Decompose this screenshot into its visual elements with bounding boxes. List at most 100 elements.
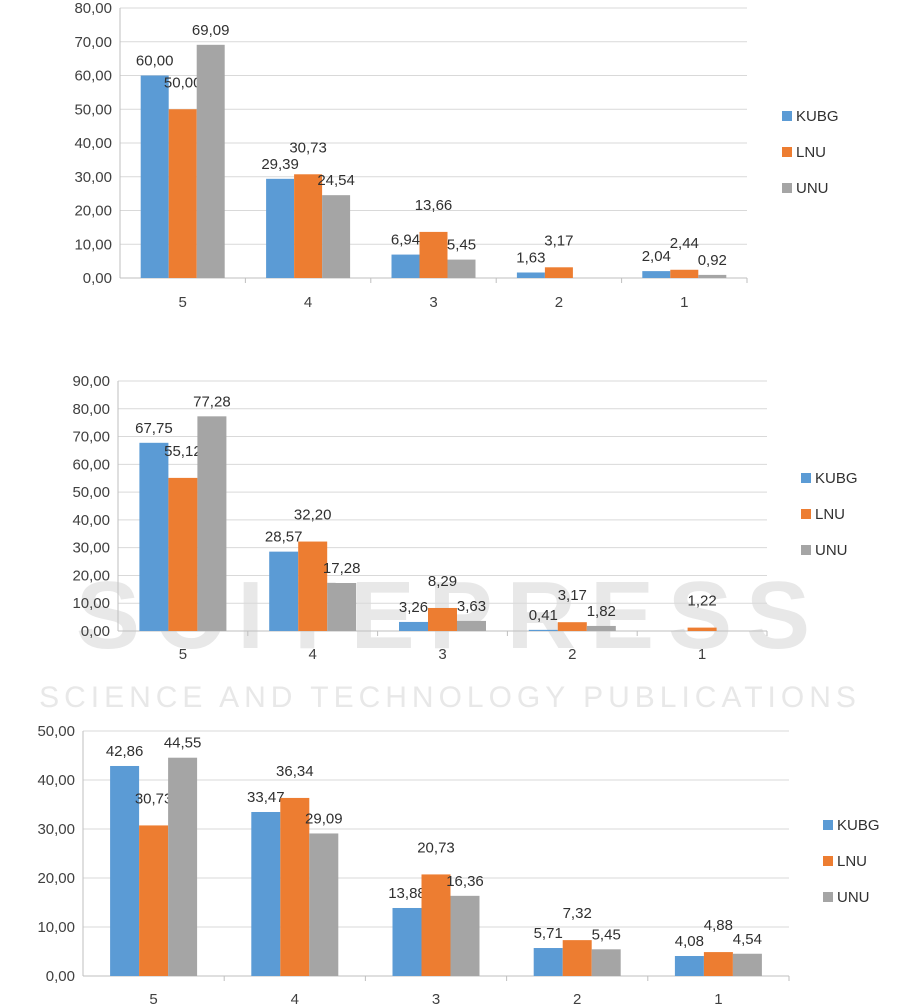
legend-label: UNU [837,889,870,906]
data-label: 60,00 [136,53,174,70]
bar [698,274,727,278]
x-tick-label: 4 [304,294,312,311]
legend-label: LNU [796,144,826,161]
data-label: 17,28 [323,560,361,577]
y-tick-label: 10,00 [74,236,112,253]
bar [392,907,422,976]
y-tick-label: 80,00 [72,401,110,418]
data-label: 69,09 [192,22,230,39]
legend-swatch [782,183,792,193]
legend-swatch [801,473,811,483]
x-tick-label: 3 [432,991,440,1007]
y-tick-label: 40,00 [37,772,75,789]
data-label: 55,12 [164,443,202,460]
data-label: 0,41 [529,607,558,624]
data-label: 32,20 [294,507,332,524]
y-tick-label: 30,00 [74,169,112,186]
legend-label: UNU [815,542,848,559]
bar [674,956,704,976]
legend-swatch [801,509,811,519]
y-tick-label: 70,00 [72,429,110,446]
legend-label: KUBG [815,470,858,487]
legend-label: UNU [796,180,829,197]
bar [687,627,717,631]
data-label: 5,45 [592,926,621,943]
y-tick-label: 40,00 [72,512,110,529]
bar [280,797,310,976]
x-tick-label: 3 [438,646,446,663]
y-tick-label: 20,00 [72,567,110,584]
bar [528,629,558,631]
bar [516,272,545,278]
data-label: 67,75 [135,420,173,437]
data-label: 13,66 [415,197,453,214]
y-tick-label: 60,00 [72,456,110,473]
bar [732,953,762,976]
data-label: 77,28 [193,393,231,410]
data-label: 30,73 [289,139,327,156]
bar [670,269,699,278]
bar [309,833,339,976]
y-tick-label: 30,00 [37,821,75,838]
bar [110,765,140,976]
x-tick-label: 2 [573,991,581,1007]
data-label: 42,86 [106,743,144,760]
watermark-subtext: SCIENCE AND TECHNOLOGY PUBLICATIONS [39,681,861,714]
data-label: 4,08 [675,933,704,950]
legend-swatch [823,892,833,902]
chart-3: 0,00 10,00 20,00 30,00 40,00 50,00 5 42,86 30,73… [37,723,879,1007]
data-label: 33,47 [247,789,285,806]
bar [557,622,587,631]
data-label: 13,88 [388,885,426,902]
legend-label: LNU [815,506,845,523]
bar [139,825,169,976]
data-label: 5,45 [447,237,476,254]
y-tick-label: 70,00 [74,34,112,51]
x-tick-label: 1 [698,646,706,663]
bar [447,259,476,278]
bar [450,895,480,976]
bar [419,231,448,278]
y-tick-label: 10,00 [72,595,110,612]
data-label: 6,94 [391,232,420,249]
legend-swatch [823,856,833,866]
bar [168,757,198,976]
legend-label: LNU [837,853,867,870]
chart-1: 0,00 10,00 20,00 30,00 40,00 50,00 60,00 70,00 8… [74,0,838,311]
x-tick-label: 3 [429,294,437,311]
data-label: 8,29 [428,573,457,590]
x-tick-label: 2 [568,646,576,663]
data-label: 29,39 [261,156,299,173]
bar [139,442,169,631]
data-label: 3,17 [544,232,573,249]
chart-2: 0,00 10,00 20,00 30,00 40,00 50,00 60,00 70,00 8… [72,373,857,663]
data-label: 24,54 [317,172,355,189]
data-label: 1,82 [587,603,616,620]
data-label: 3,63 [457,598,486,615]
data-label: 3,26 [399,599,428,616]
y-tick-label: 20,00 [37,870,75,887]
x-tick-label: 4 [309,646,317,663]
bar [140,75,169,278]
x-tick-label: 1 [714,991,722,1007]
bar [298,541,328,631]
x-tick-label: 1 [680,294,688,311]
bar [251,811,281,976]
legend-swatch [823,820,833,830]
bar [533,948,563,976]
x-tick-label: 2 [555,294,563,311]
legend-swatch [782,147,792,157]
y-tick-label: 0,00 [46,968,75,985]
bar [294,174,323,278]
data-label: 4,54 [733,931,762,948]
y-tick-label: 40,00 [74,135,112,152]
x-tick-label: 5 [179,646,187,663]
y-tick-label: 90,00 [72,373,110,390]
bar [168,109,197,278]
bar [457,620,486,631]
data-label: 28,57 [265,529,303,546]
bar [428,607,457,631]
bar [586,625,616,631]
bar [266,178,295,278]
x-tick-label: 5 [179,294,187,311]
